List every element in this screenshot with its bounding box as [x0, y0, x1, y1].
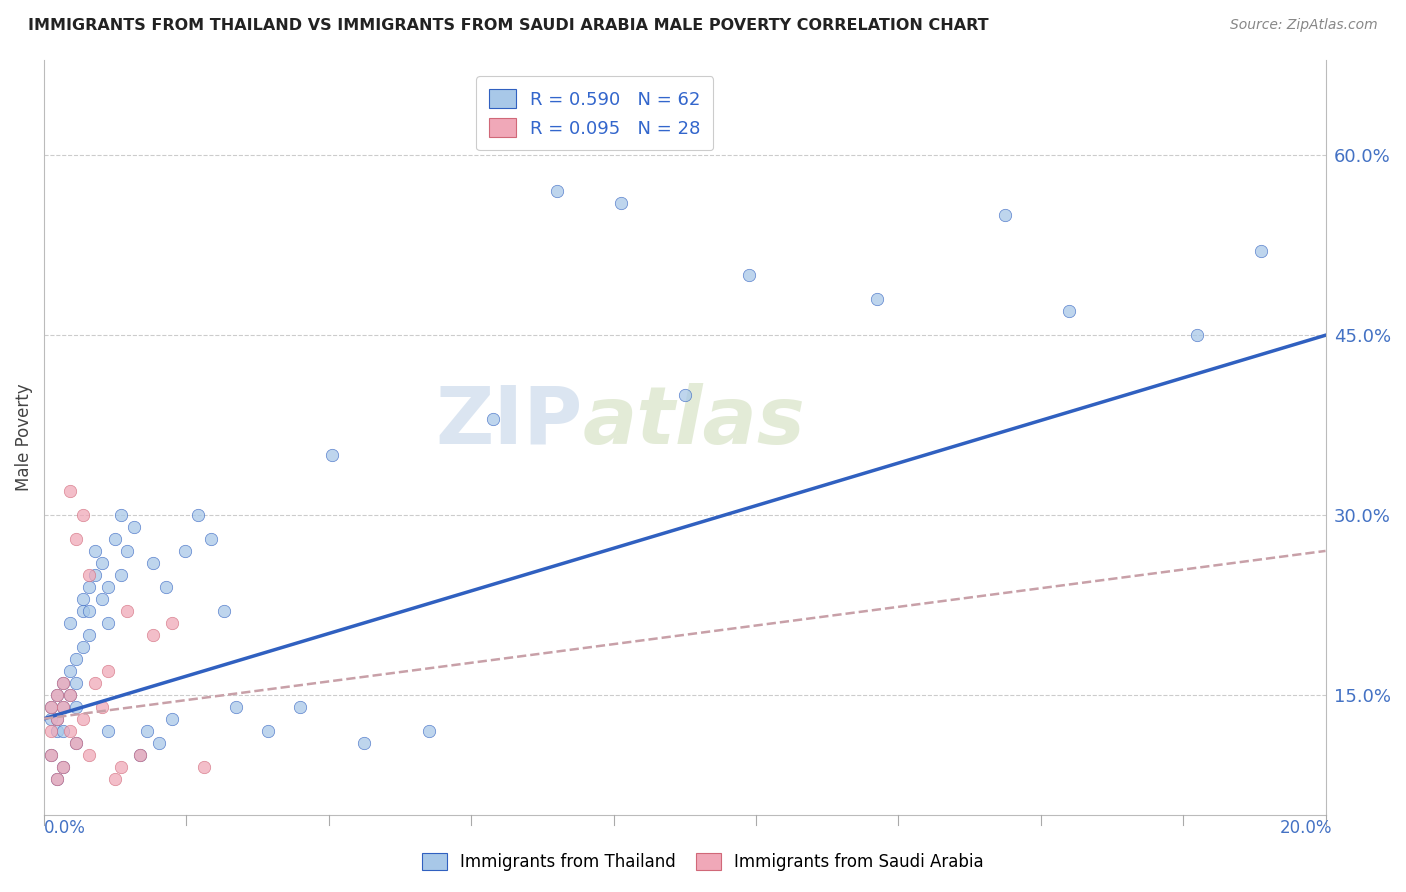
Point — [52, 759, 75, 773]
Point — [59, 615, 82, 630]
Point — [142, 556, 165, 570]
Point — [52, 723, 75, 738]
Point — [84, 544, 107, 558]
Point — [72, 591, 94, 606]
Point — [738, 268, 761, 283]
Point — [546, 185, 568, 199]
Point — [104, 772, 127, 786]
Y-axis label: Male Poverty: Male Poverty — [15, 384, 32, 491]
Point — [225, 699, 247, 714]
Point — [135, 723, 157, 738]
Point — [129, 747, 152, 762]
Point — [59, 483, 82, 498]
Point — [866, 293, 889, 307]
Point — [90, 699, 112, 714]
Point — [65, 532, 87, 546]
Point — [321, 448, 343, 462]
Point — [84, 567, 107, 582]
Text: atlas: atlas — [582, 383, 806, 461]
Point — [97, 664, 120, 678]
Point — [45, 688, 67, 702]
Point — [104, 532, 127, 546]
Point — [52, 675, 75, 690]
Point — [59, 664, 82, 678]
Point — [117, 604, 139, 618]
Point — [45, 772, 67, 786]
Point — [1250, 244, 1272, 259]
Point — [65, 699, 87, 714]
Point — [129, 747, 152, 762]
Text: 0.0%: 0.0% — [44, 819, 86, 837]
Point — [97, 723, 120, 738]
Text: IMMIGRANTS FROM THAILAND VS IMMIGRANTS FROM SAUDI ARABIA MALE POVERTY CORRELATIO: IMMIGRANTS FROM THAILAND VS IMMIGRANTS F… — [28, 18, 988, 33]
Point — [45, 772, 67, 786]
Point — [994, 208, 1017, 222]
Point — [65, 736, 87, 750]
Point — [193, 759, 215, 773]
Point — [290, 699, 312, 714]
Point — [174, 544, 197, 558]
Point — [72, 712, 94, 726]
Point — [45, 723, 67, 738]
Point — [212, 604, 235, 618]
Point — [77, 567, 100, 582]
Point — [187, 508, 209, 522]
Point — [77, 580, 100, 594]
Point — [142, 628, 165, 642]
Point — [65, 652, 87, 666]
Point — [84, 675, 107, 690]
Point — [1187, 328, 1209, 343]
Point — [72, 640, 94, 654]
Legend: Immigrants from Thailand, Immigrants from Saudi Arabia: Immigrants from Thailand, Immigrants fro… — [413, 845, 993, 880]
Point — [110, 759, 132, 773]
Point — [90, 591, 112, 606]
Point — [162, 615, 184, 630]
Point — [418, 723, 440, 738]
Point — [110, 567, 132, 582]
Point — [45, 712, 67, 726]
Point — [77, 604, 100, 618]
Point — [97, 615, 120, 630]
Point — [610, 196, 633, 211]
Point — [353, 736, 375, 750]
Point — [117, 544, 139, 558]
Point — [59, 723, 82, 738]
Point — [155, 580, 177, 594]
Point — [481, 412, 503, 426]
Point — [39, 712, 62, 726]
Point — [148, 736, 170, 750]
Point — [90, 556, 112, 570]
Point — [122, 520, 145, 534]
Point — [65, 736, 87, 750]
Point — [72, 604, 94, 618]
Text: 20.0%: 20.0% — [1279, 819, 1333, 837]
Point — [45, 712, 67, 726]
Point — [52, 699, 75, 714]
Point — [77, 747, 100, 762]
Point — [52, 675, 75, 690]
Point — [39, 747, 62, 762]
Point — [673, 388, 696, 402]
Point — [77, 628, 100, 642]
Point — [39, 723, 62, 738]
Point — [39, 747, 62, 762]
Point — [52, 699, 75, 714]
Point — [59, 688, 82, 702]
Point — [59, 688, 82, 702]
Legend: R = 0.590   N = 62, R = 0.095   N = 28: R = 0.590 N = 62, R = 0.095 N = 28 — [477, 76, 713, 150]
Point — [200, 532, 222, 546]
Text: ZIP: ZIP — [434, 383, 582, 461]
Point — [162, 712, 184, 726]
Point — [39, 699, 62, 714]
Point — [52, 759, 75, 773]
Text: Source: ZipAtlas.com: Source: ZipAtlas.com — [1230, 18, 1378, 32]
Point — [110, 508, 132, 522]
Point — [39, 699, 62, 714]
Point — [45, 688, 67, 702]
Point — [257, 723, 280, 738]
Point — [1057, 304, 1080, 318]
Point — [97, 580, 120, 594]
Point — [65, 675, 87, 690]
Point — [72, 508, 94, 522]
